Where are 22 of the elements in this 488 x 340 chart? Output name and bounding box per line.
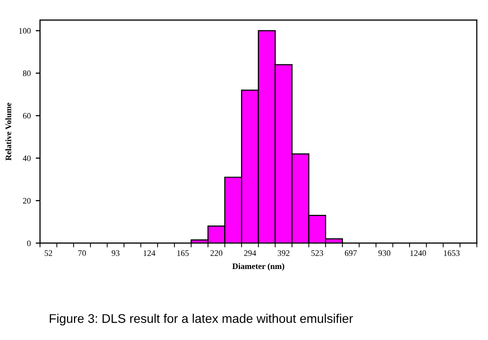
- x-tick-label: 124: [144, 250, 156, 256]
- x-tick-label: 294: [244, 250, 256, 256]
- x-axis-title: Diameter (nm): [232, 263, 284, 271]
- caption: Figure 3: DLS result for a latex made without emulsifier: [50, 314, 353, 326]
- x-tick-label: 220: [210, 250, 222, 256]
- x-tick-label: 165: [177, 250, 189, 256]
- x-tick-label: 392: [278, 250, 290, 256]
- y-tick-label: 40: [22, 155, 31, 162]
- y-tick-label: 60: [23, 113, 31, 119]
- x-tick-label: 52: [44, 250, 52, 256]
- x-tick-label: 93: [112, 250, 120, 256]
- y-axis-title: Relative Volume: [5, 102, 12, 160]
- x-tick-label: 930: [378, 250, 390, 256]
- y-tick-label: 100: [19, 28, 31, 34]
- y-tick-label: 20: [23, 198, 31, 204]
- x-tick-label: 523: [311, 250, 324, 256]
- x-tick-label: 70: [78, 250, 86, 256]
- x-tick-label: 1653: [444, 250, 460, 256]
- y-tick-label: 80: [22, 70, 31, 76]
- x-tick-label: 697: [344, 250, 357, 256]
- y-tick-label: 0: [27, 240, 31, 246]
- x-tick-label: 1240: [410, 250, 426, 256]
